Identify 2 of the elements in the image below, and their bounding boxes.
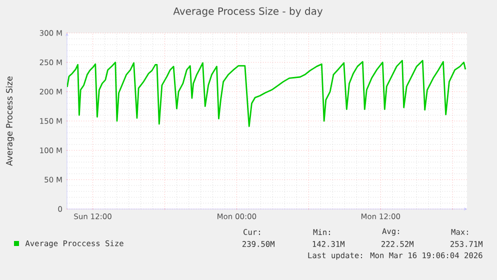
- y-axis-title: Average Process Size: [6, 76, 14, 166]
- chart-title: Average Process Size - by day: [173, 7, 323, 17]
